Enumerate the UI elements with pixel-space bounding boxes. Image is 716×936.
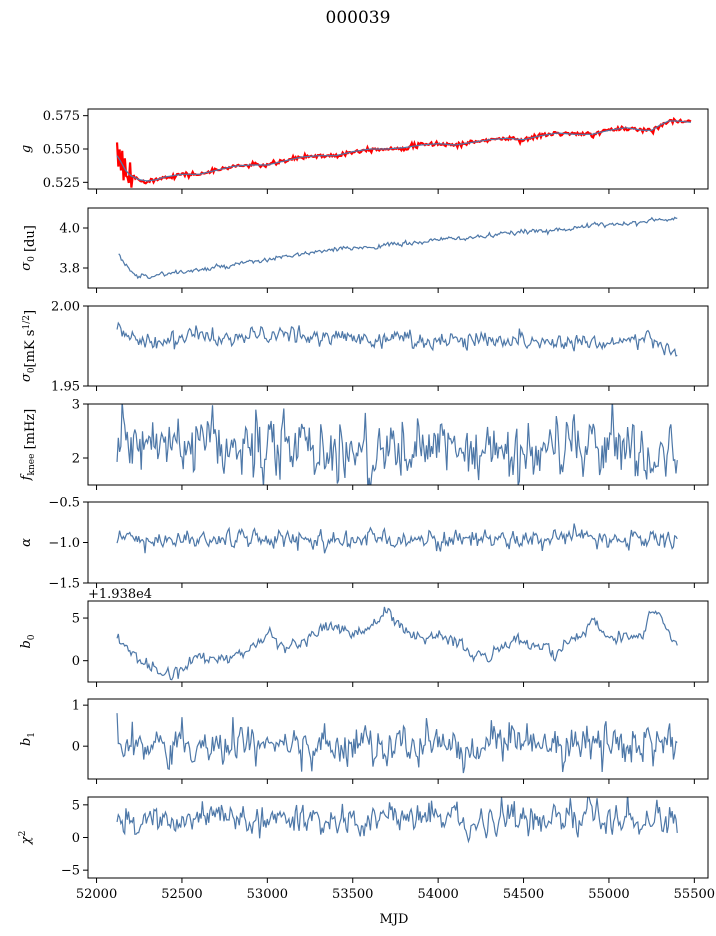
y-axis-label: b0 [19,634,37,648]
y-tick-label: 0.575 [43,109,80,124]
x-tick-label: 54500 [503,887,544,902]
y-tick-label: −5 [61,864,80,879]
axes-frame [87,403,709,486]
figure-title: 000039 [325,8,391,28]
axes-frame [87,600,709,683]
y-axis-label: fknee [mHz] [19,409,38,482]
series-line-2-1 [118,216,678,280]
y-axis-label: σ0 [du] [19,225,38,271]
y-tick-label: 3 [72,398,80,413]
y-axis-label: χ2 [18,831,34,846]
x-tick-label: 53000 [247,887,288,902]
series-line-7-1 [116,713,678,774]
y-offset-text: +1.938e4 [88,587,152,602]
y-tick-label: 2.00 [51,300,80,315]
subplot-4: 2 3 fknee [mHz] [19,398,709,490]
y-tick-label: 0 [72,654,80,669]
y-tick-label: −1.5 [48,577,80,592]
subplot-8: −5 0 5 52000 52500 53000 53500 54000 54500 55000 5… [18,796,715,902]
series-line-6-1 [116,606,678,681]
subplot-7: 0 1 b1 [19,698,709,784]
y-tick-label: 1 [72,699,80,714]
series-line-4-1 [116,404,678,485]
y-axis-label: b1 [19,732,37,746]
subplot-5: −1.5 −1.0 −0.5 α [19,496,709,592]
subplot-1: 0.525 0.550 0.575 g [19,108,709,194]
axes-frame [87,305,709,387]
subplot-3: 1.95 2.00 σ0[mK s1/2] [19,300,709,395]
x-tick-label: 52000 [76,887,117,902]
y-tick-label: 4.0 [59,222,80,237]
series-line-5-1 [116,523,678,554]
series-line-3-1 [116,321,678,357]
x-tick-label: 53500 [332,887,373,902]
y-tick-label: −0.5 [48,496,80,511]
x-tick-label: 55000 [588,887,629,902]
axes-frame [87,207,709,289]
series-line-8-1 [116,797,678,844]
y-tick-label: 3.8 [59,262,80,277]
y-tick-label: 0.525 [43,176,80,191]
y-axis-label: α [19,538,34,547]
x-tick-label: 54000 [417,887,458,902]
y-tick-label: 5 [72,612,80,627]
y-tick-label: 1.95 [51,380,80,395]
y-tick-label: 0 [72,740,80,755]
y-tick-label: 0 [72,831,80,846]
y-tick-label: −1.0 [48,536,80,551]
x-axis-label: MJD [380,912,409,927]
x-tick-label: 52500 [161,887,202,902]
subplot-6: 0 5 b0 +1.938e4 [19,587,709,687]
y-axis-label: σ0[mK s1/2] [19,310,38,382]
series-line-1-2 [116,120,691,182]
y-tick-label: 0.550 [43,143,80,158]
subplot-2: 3.8 4.0 σ0 [du] [19,207,709,293]
x-tick-label: 55500 [674,887,715,902]
y-tick-label: 5 [72,798,80,813]
series-line-1-1 [115,116,692,188]
axes-frame [87,796,709,879]
y-axis-label: g [19,145,34,153]
axes-frame [87,698,709,780]
y-tick-label: 2 [72,452,80,467]
